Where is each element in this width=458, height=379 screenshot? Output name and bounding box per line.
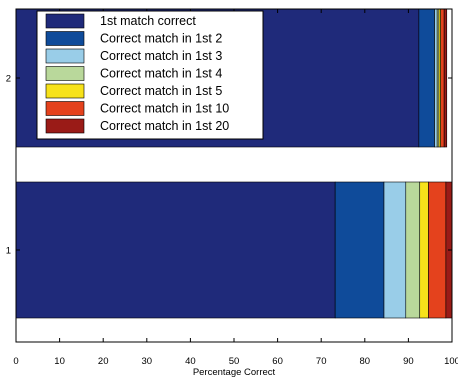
legend-entry: Correct match in 1st 3 (100, 49, 222, 63)
x-tick-label: 30 (142, 356, 153, 367)
x-tick-label: 100 (444, 356, 458, 367)
x-tick-label: 90 (403, 356, 414, 367)
legend-swatch (45, 48, 85, 64)
x-axis-label: Percentage Correct (193, 367, 276, 378)
legend-swatch (45, 66, 85, 81)
legend-swatch (45, 13, 85, 29)
bar-segment-1-series-1 (15, 181, 336, 319)
x-axis: 0 10 20 30 40 50 60 70 80 90 100 (13, 9, 458, 367)
y-axis: 12 (6, 74, 452, 257)
x-tick-label: 60 (272, 356, 283, 367)
x-tick-label: 20 (98, 356, 109, 367)
legend-entry: Correct match in 1st 2 (100, 32, 222, 46)
bar-segment-1-series-5 (419, 181, 429, 319)
y-tick-label: 2 (6, 74, 11, 85)
x-tick-label: 10 (54, 356, 65, 367)
bar-segment-1-series-6 (428, 181, 447, 319)
x-tick-label: 70 (316, 356, 327, 367)
legend-entry: 1st match correct (100, 14, 196, 28)
x-tick-label: 0 (13, 356, 18, 367)
bar-segment-2-series-7 (443, 8, 448, 148)
legend: 1st match correct Correct match in 1st 2 C… (36, 10, 264, 140)
legend-swatch (45, 83, 85, 99)
bar-segment-2-series-2 (418, 8, 435, 148)
x-tick-label: 50 (229, 356, 240, 367)
y-tick-label: 1 (6, 246, 11, 257)
bar-segment-1-series-4 (405, 181, 421, 319)
legend-entry: Correct match in 1st 5 (100, 84, 222, 98)
bar-segment-2-series-3 (434, 8, 438, 148)
bar-segment-2-series-6 (440, 8, 445, 148)
legend-swatch (45, 101, 85, 116)
legend-swatch (45, 31, 85, 46)
legend-swatch (45, 118, 85, 134)
legend-entry: Correct match in 1st 4 (100, 67, 222, 81)
x-tick-label: 80 (360, 356, 371, 367)
bar-segment-1-series-2 (334, 181, 385, 319)
bar-segment-1-series-3 (383, 181, 407, 319)
legend-entry: Correct match in 1st 10 (100, 102, 229, 116)
legend-entry: Correct match in 1st 20 (100, 119, 229, 133)
x-tick-label: 40 (185, 356, 196, 367)
